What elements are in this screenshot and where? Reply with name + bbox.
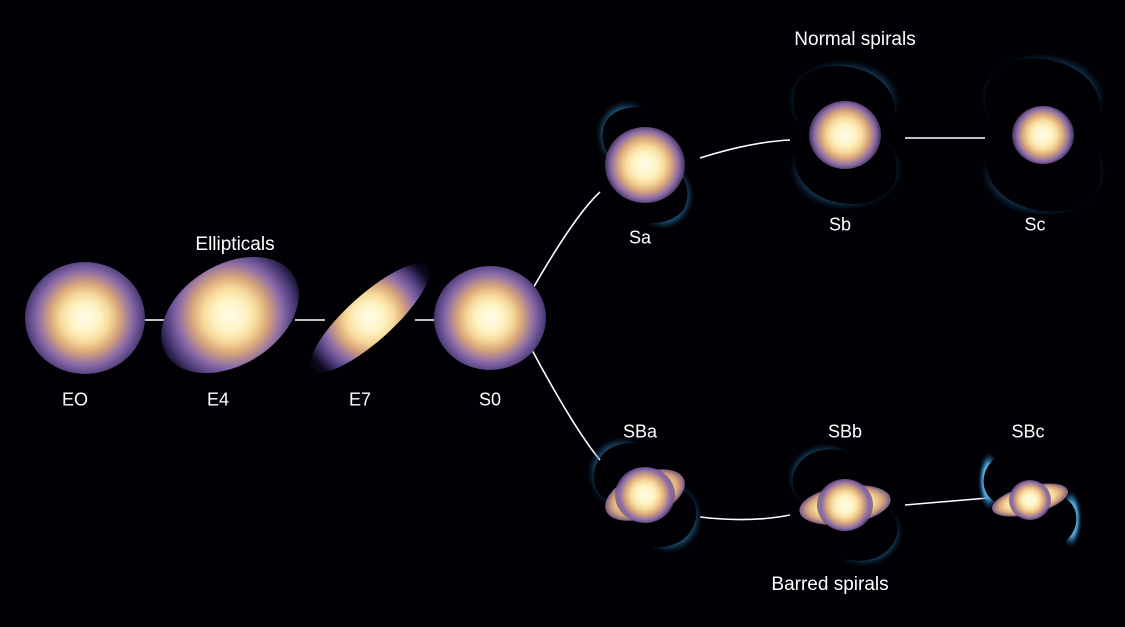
label-E0: EO bbox=[62, 390, 88, 411]
galaxy-SBb bbox=[770, 435, 920, 575]
category-label-ellipticals: Ellipticals bbox=[195, 234, 274, 256]
galaxy-E0 bbox=[20, 258, 150, 378]
label-SBc: SBc bbox=[1011, 422, 1044, 443]
galaxy-SBa bbox=[570, 425, 720, 565]
galaxy-Sc bbox=[963, 55, 1123, 215]
galaxy-Sa bbox=[570, 90, 720, 240]
galaxy-SBc bbox=[960, 435, 1100, 565]
label-E4: E4 bbox=[207, 390, 229, 411]
label-SBb: SBb bbox=[828, 422, 862, 443]
galaxy-S0 bbox=[430, 263, 550, 373]
label-Sb: Sb bbox=[829, 215, 851, 236]
galaxy-E7 bbox=[290, 283, 450, 353]
label-Sa: Sa bbox=[629, 228, 651, 249]
category-label-barred-spirals: Barred spirals bbox=[771, 574, 888, 596]
label-Sc: Sc bbox=[1024, 215, 1045, 236]
hubble-tuning-fork-diagram: Ellipticals Normal spirals Barred spiral… bbox=[0, 0, 1125, 627]
galaxy-Sb bbox=[765, 55, 925, 215]
galaxy-E4 bbox=[150, 255, 310, 375]
label-SBa: SBa bbox=[623, 422, 657, 443]
category-label-normal-spirals: Normal spirals bbox=[794, 29, 915, 51]
label-S0: S0 bbox=[479, 390, 501, 411]
label-E7: E7 bbox=[349, 390, 371, 411]
